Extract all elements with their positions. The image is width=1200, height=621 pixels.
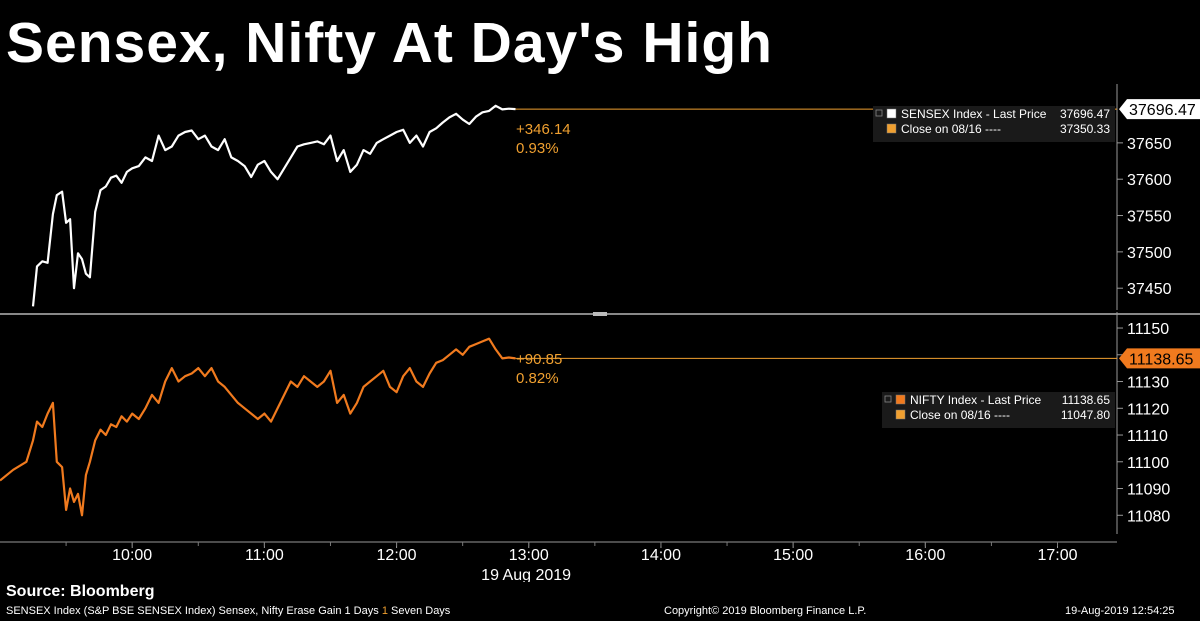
x-tick-label: 13:00 [509,547,549,564]
x-tick-label: 14:00 [641,547,681,564]
last-price-label: 11138.65 [1129,351,1193,368]
legend-box [873,106,1115,142]
legend-label: Close on 08/16 ---- [910,408,1010,422]
series-line-sensex [31,104,516,307]
legend-value: 37696.47 [1060,107,1110,121]
legend-swatch [886,108,897,119]
y-tick-label: 11100 [1127,455,1169,472]
x-tick-label: 10:00 [112,547,152,564]
x-tick-label: 11:00 [245,547,284,564]
x-tick-label: 12:00 [377,547,417,564]
legend-value: 11047.80 [1061,408,1110,422]
footer-copyright: Copyright© 2019 Bloomberg Finance L.P. [664,605,867,617]
x-date-label: 19 Aug 2019 [481,567,571,582]
y-tick-label: 37650 [1127,136,1172,153]
x-tick-label: 17:00 [1037,547,1077,564]
y-tick-label: 37550 [1127,209,1172,226]
source-label: Source: Bloomberg [6,583,155,600]
chart-title: Sensex, Nifty At Day's High [6,11,773,75]
legend-label: Close on 08/16 ---- [901,122,1001,136]
footer-left: SENSEX Index (S&P BSE SENSEX Index) Sens… [6,605,450,617]
legend-swatch [895,394,906,405]
legend-value: 37350.33 [1060,122,1110,136]
legend-swatch [895,409,906,420]
legend-value: 11138.65 [1062,393,1111,407]
change-value: +90.85 [516,351,562,368]
legend-label: SENSEX Index - Last Price [901,107,1047,121]
chart-area[interactable]: 37450 37500 37550 37600 37650 37696.47 +346.14… [0,82,1200,582]
legend-box [882,392,1115,428]
change-value: +346.14 [516,121,571,138]
y-tick-label: 11080 [1127,508,1170,525]
y-tick-label: 11130 [1127,375,1169,392]
last-price-label: 37696.47 [1129,102,1196,119]
nifty-panel: 1108011090111001111011120111301114011150… [0,312,1200,534]
y-tick-label: 11110 [1127,428,1168,445]
footer-left-text: SENSEX Index (S&P BSE SENSEX Index) Sens… [6,605,379,617]
footer-left-suffix: Seven Days [391,605,451,617]
last-price-tag [1119,348,1200,369]
legend-collapse-icon [875,109,883,117]
y-tick-label: 37500 [1127,245,1172,262]
legend-sensex: SENSEX Index - Last Price 37696.47 Close o… [873,106,1115,142]
legend-label: NIFTY Index - Last Price [910,393,1041,407]
x-axis: 10:00 11:00 12:00 13:00 14:00 15:00 16:00 17:00… [0,541,1117,582]
legend-swatch [886,123,897,134]
footer-timestamp: 19-Aug-2019 12:54:25 [1065,605,1175,617]
series-line-nifty [0,337,516,517]
sensex-panel: 37450 37500 37550 37600 37650 37696.47 +346.14… [31,84,1200,310]
y-tick-label: 11120 [1127,401,1169,418]
y-tick-label: 11150 [1127,321,1169,338]
change-percent: 0.93% [516,140,559,157]
legend-collapse-icon [884,395,892,403]
y-tick-label: 37450 [1127,281,1172,298]
panel-divider-handle[interactable] [593,312,607,316]
change-percent: 0.82% [516,370,559,387]
legend-nifty: NIFTY Index - Last Price 11138.65 Close on… [882,392,1115,428]
x-tick-label: 15:00 [773,547,813,564]
last-price-tag [1119,99,1200,120]
y-tick-label: 11090 [1127,482,1170,499]
x-tick-label: 16:00 [905,547,945,564]
footer-left-highlight: 1 [381,605,388,617]
y-tick-label: 37600 [1127,172,1172,189]
